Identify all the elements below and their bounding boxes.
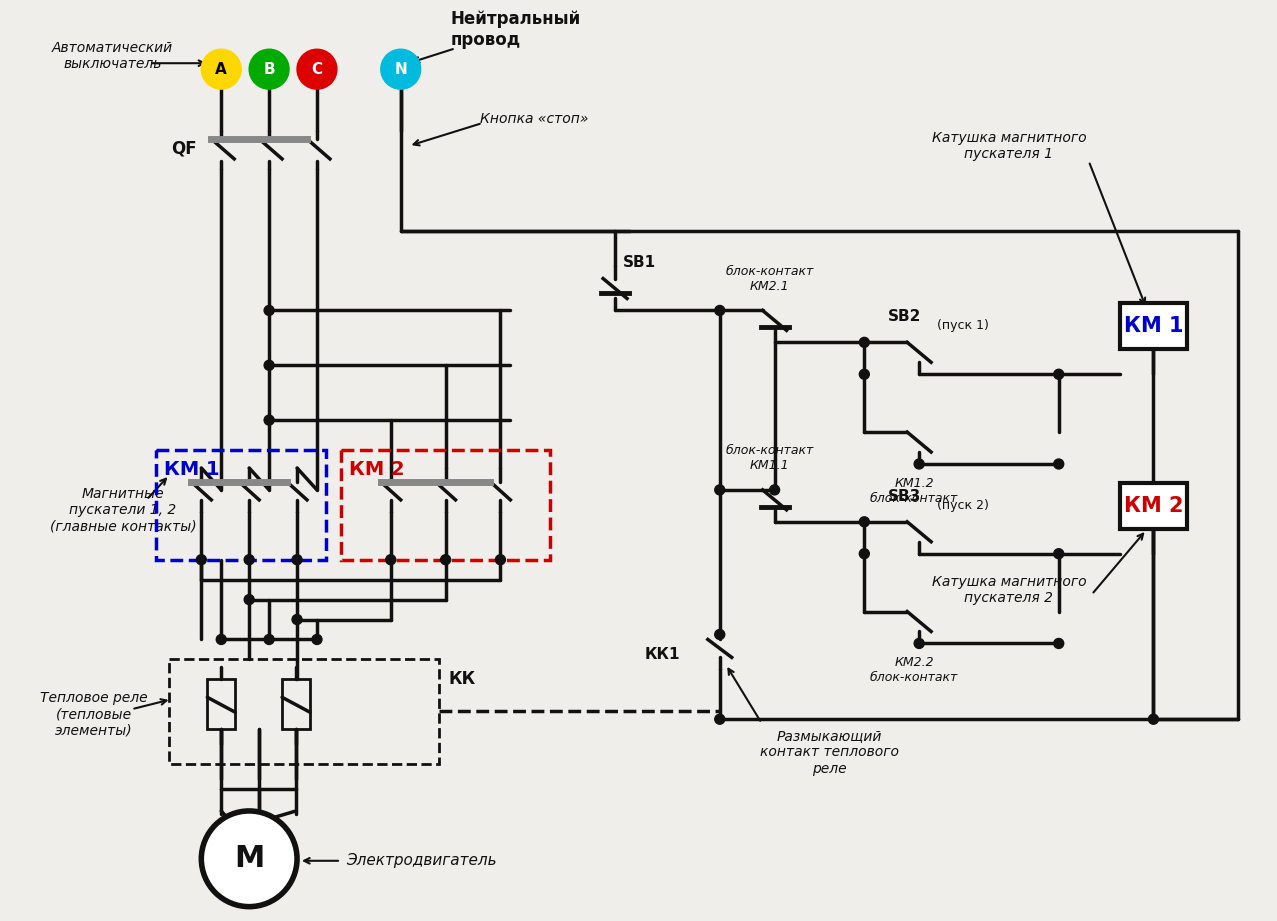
Circle shape [770, 485, 779, 495]
Circle shape [715, 485, 725, 495]
Circle shape [381, 49, 420, 89]
Text: SB3: SB3 [888, 489, 921, 504]
Text: (пуск 2): (пуск 2) [937, 499, 988, 512]
Circle shape [914, 638, 925, 648]
Circle shape [202, 49, 241, 89]
Text: КМ 2: КМ 2 [349, 460, 405, 480]
Bar [1120, 483, 1188, 529]
Circle shape [386, 554, 396, 565]
Circle shape [914, 459, 925, 469]
Text: SB2: SB2 [888, 309, 921, 324]
Bar [282, 680, 310, 729]
Bar [341, 450, 550, 560]
Bar [170, 659, 438, 764]
Circle shape [859, 369, 870, 379]
Circle shape [292, 614, 303, 624]
Text: блок-контакт
КМ1.1: блок-контакт КМ1.1 [725, 444, 813, 472]
Text: Автоматический
выключатель: Автоматический выключатель [52, 41, 172, 71]
Circle shape [312, 635, 322, 645]
Text: QF: QF [171, 140, 197, 157]
Text: КМ 2: КМ 2 [1124, 495, 1184, 516]
Text: Катушка магнитного
пускателя 2: Катушка магнитного пускателя 2 [931, 575, 1087, 605]
Circle shape [715, 306, 725, 315]
Text: КМ 1: КМ 1 [165, 460, 220, 480]
Circle shape [264, 306, 275, 315]
Circle shape [197, 554, 207, 565]
Text: C: C [312, 62, 323, 76]
Text: Катушка магнитного
пускателя 1: Катушка магнитного пускателя 1 [931, 131, 1087, 161]
Circle shape [264, 635, 275, 645]
Text: Размыкающий
контакт теплового
реле: Размыкающий контакт теплового реле [760, 729, 899, 775]
Text: Электродвигатель: Электродвигатель [346, 853, 497, 869]
Circle shape [859, 337, 870, 347]
Circle shape [715, 714, 725, 724]
Circle shape [495, 554, 506, 565]
Bar [1120, 304, 1188, 349]
Text: N: N [395, 62, 407, 76]
Circle shape [441, 554, 451, 565]
Circle shape [859, 517, 870, 527]
Text: B: B [263, 62, 275, 76]
Text: A: A [216, 62, 227, 76]
Bar [157, 450, 326, 560]
Text: (пуск 1): (пуск 1) [937, 320, 988, 332]
Circle shape [244, 554, 254, 565]
Circle shape [216, 635, 226, 645]
Circle shape [249, 49, 289, 89]
Text: Нейтральный
провод: Нейтральный провод [451, 10, 581, 49]
Circle shape [264, 415, 275, 426]
Text: Кнопка «стоп»: Кнопка «стоп» [480, 112, 589, 126]
Circle shape [1054, 638, 1064, 648]
Text: Тепловое реле
(тепловые
элементы): Тепловое реле (тепловые элементы) [40, 691, 147, 738]
Circle shape [1054, 549, 1064, 559]
Bar [207, 680, 235, 729]
Circle shape [298, 49, 337, 89]
Circle shape [1148, 714, 1158, 724]
Circle shape [859, 549, 870, 559]
Text: КМ 1: КМ 1 [1124, 317, 1184, 336]
Circle shape [292, 554, 303, 565]
Circle shape [202, 810, 298, 906]
Circle shape [715, 629, 725, 639]
Text: КМ2.2
блок-контакт: КМ2.2 блок-контакт [870, 657, 958, 684]
Circle shape [1054, 369, 1064, 379]
Text: SB1: SB1 [623, 255, 656, 270]
Text: КМ1.2
блок-контакт: КМ1.2 блок-контакт [870, 477, 958, 505]
Text: КК: КК [448, 670, 476, 688]
Circle shape [264, 360, 275, 370]
Text: КК1: КК1 [645, 647, 679, 662]
Text: блок-контакт
КМ2.1: блок-контакт КМ2.1 [725, 264, 813, 293]
Circle shape [244, 595, 254, 604]
Circle shape [1054, 459, 1064, 469]
Text: М: М [234, 845, 264, 873]
Text: Магнитные
пускатели 1, 2
(главные контакты): Магнитные пускатели 1, 2 (главные контак… [50, 486, 197, 533]
